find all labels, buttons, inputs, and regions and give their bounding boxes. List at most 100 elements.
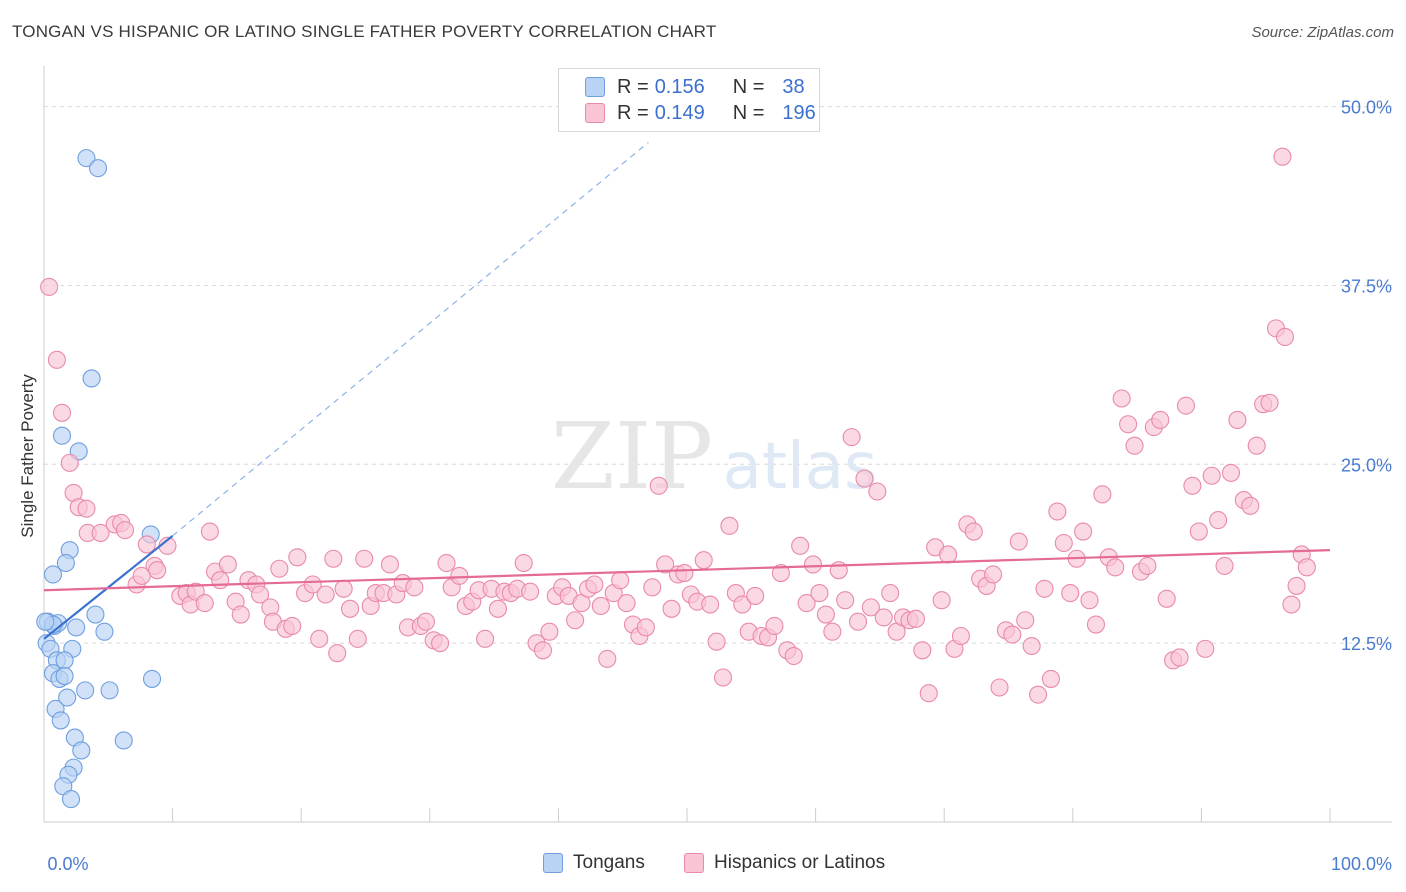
tongan-point bbox=[86, 605, 105, 624]
hispanic-point bbox=[848, 612, 868, 631]
series-legend: Tongans Hispanics or Latinos bbox=[0, 852, 1406, 878]
series-legend-hispanics[interactable]: Hispanics or Latinos bbox=[684, 852, 885, 874]
hispanic-point bbox=[598, 649, 617, 668]
hispanic-point bbox=[148, 561, 167, 580]
tongan-point bbox=[55, 667, 74, 686]
hispanic-point bbox=[1093, 485, 1112, 504]
tongan-point bbox=[77, 149, 96, 168]
y-tick-label: 37.5% bbox=[1341, 276, 1392, 296]
hispanic-point bbox=[649, 476, 668, 495]
hispanic-point bbox=[1009, 532, 1028, 551]
hispanic-point bbox=[1035, 579, 1054, 598]
hispanic-point bbox=[836, 591, 855, 610]
hispanic-point bbox=[1086, 615, 1105, 634]
x-tick-label: 0.0% bbox=[47, 854, 88, 874]
y-tick-label: 12.5% bbox=[1341, 634, 1392, 654]
hispanic-point bbox=[1282, 595, 1301, 614]
hispanic-point bbox=[694, 551, 713, 570]
legend-n-label: N = bbox=[732, 75, 765, 98]
hispanic-point bbox=[310, 629, 329, 648]
hispanic-point bbox=[1048, 502, 1067, 521]
hispanic-point bbox=[195, 594, 214, 613]
hispanic-point bbox=[476, 629, 495, 648]
hispanic-point bbox=[803, 555, 823, 574]
tongan-point bbox=[114, 731, 133, 750]
hispanic-point bbox=[765, 616, 784, 636]
hispanic-point bbox=[913, 641, 932, 660]
tongan-point bbox=[82, 369, 101, 388]
hispanic-point bbox=[91, 523, 110, 543]
hispanic-point bbox=[611, 571, 630, 590]
hispanic-point bbox=[270, 559, 289, 578]
hispanic-point bbox=[771, 563, 790, 583]
series-label-tongans: Tongans bbox=[573, 852, 645, 873]
hispanic-point bbox=[797, 594, 816, 613]
hispanic-point bbox=[656, 555, 675, 574]
hispanic-point bbox=[283, 616, 302, 636]
legend-n-label: N = bbox=[732, 101, 765, 124]
legend-n-value: 38 bbox=[782, 75, 805, 98]
hispanic-point bbox=[328, 644, 347, 663]
hispanic-point bbox=[1209, 511, 1228, 530]
hispanic-point bbox=[939, 545, 958, 564]
hispanic-point bbox=[1041, 669, 1060, 688]
tongan-point bbox=[52, 426, 72, 445]
hispanic-point bbox=[1275, 327, 1295, 347]
hispanic-point bbox=[431, 634, 450, 653]
hispanic-point bbox=[60, 453, 79, 472]
hispanic-point bbox=[1125, 436, 1144, 455]
legend-n-value: 196 bbox=[782, 101, 816, 124]
hispanic-point bbox=[1221, 463, 1241, 482]
hispanic-point bbox=[1054, 533, 1073, 553]
y-tick-label: 50.0% bbox=[1341, 98, 1392, 118]
hispanic-point bbox=[355, 549, 374, 568]
hispanic-point bbox=[1022, 636, 1041, 656]
hispanic-point bbox=[47, 350, 66, 369]
hispanic-point bbox=[341, 599, 360, 618]
hispanic-point bbox=[540, 622, 559, 641]
tongan-point bbox=[67, 618, 86, 637]
hispanic-point bbox=[231, 605, 250, 624]
series-label-hispanics: Hispanics or Latinos bbox=[714, 852, 886, 873]
hispanic-point bbox=[303, 575, 322, 594]
tongan-point bbox=[142, 669, 162, 688]
tongan-point bbox=[72, 741, 91, 760]
hispanic-point bbox=[316, 585, 335, 604]
hispanic-point bbox=[40, 277, 59, 296]
hispanic-trend-line bbox=[43, 549, 1331, 592]
hispanic-point bbox=[1106, 558, 1125, 577]
hispanic-point bbox=[1016, 611, 1035, 630]
hispanic-point bbox=[784, 646, 803, 666]
hispanic-point bbox=[643, 578, 662, 597]
tongan-trend-line-extension bbox=[172, 141, 649, 537]
legend-swatch-hispanics bbox=[585, 103, 605, 123]
hispanic-point bbox=[1189, 522, 1208, 541]
hispanic-point bbox=[990, 678, 1009, 697]
hispanic-point bbox=[533, 641, 553, 660]
hispanic-point bbox=[1151, 410, 1170, 430]
hispanic-point bbox=[1061, 584, 1080, 603]
hispanic-point bbox=[1176, 396, 1196, 415]
hispanic-point bbox=[591, 596, 610, 616]
hispanic-point bbox=[701, 595, 720, 614]
hispanic-point bbox=[1138, 556, 1157, 575]
series-legend-tongans[interactable]: Tongans bbox=[543, 852, 645, 874]
hispanic-point bbox=[713, 668, 733, 687]
tongan-point bbox=[36, 612, 55, 631]
hispanic-point bbox=[288, 548, 307, 567]
hispanic-point bbox=[746, 586, 765, 605]
hispanic-point bbox=[1297, 558, 1316, 577]
hispanic-point bbox=[250, 585, 270, 604]
hispanic-point bbox=[324, 549, 343, 568]
hispanic-point bbox=[566, 611, 585, 630]
hispanic-point bbox=[675, 563, 694, 583]
legend-swatch-tongans bbox=[585, 77, 605, 97]
tongan-point bbox=[76, 681, 95, 700]
correlation-legend: R = 0.156 N = 38 R = 0.149 N = 196 bbox=[558, 68, 820, 132]
hispanic-point bbox=[861, 598, 880, 617]
hispanic-point bbox=[115, 521, 135, 540]
hispanic-point bbox=[334, 579, 353, 598]
hispanic-point bbox=[1273, 147, 1292, 166]
hispanic-point bbox=[881, 584, 900, 603]
